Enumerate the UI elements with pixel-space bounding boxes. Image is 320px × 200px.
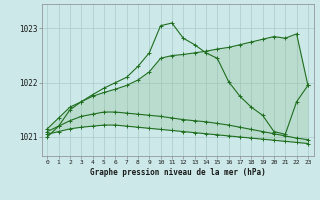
X-axis label: Graphe pression niveau de la mer (hPa): Graphe pression niveau de la mer (hPa) — [90, 168, 266, 177]
